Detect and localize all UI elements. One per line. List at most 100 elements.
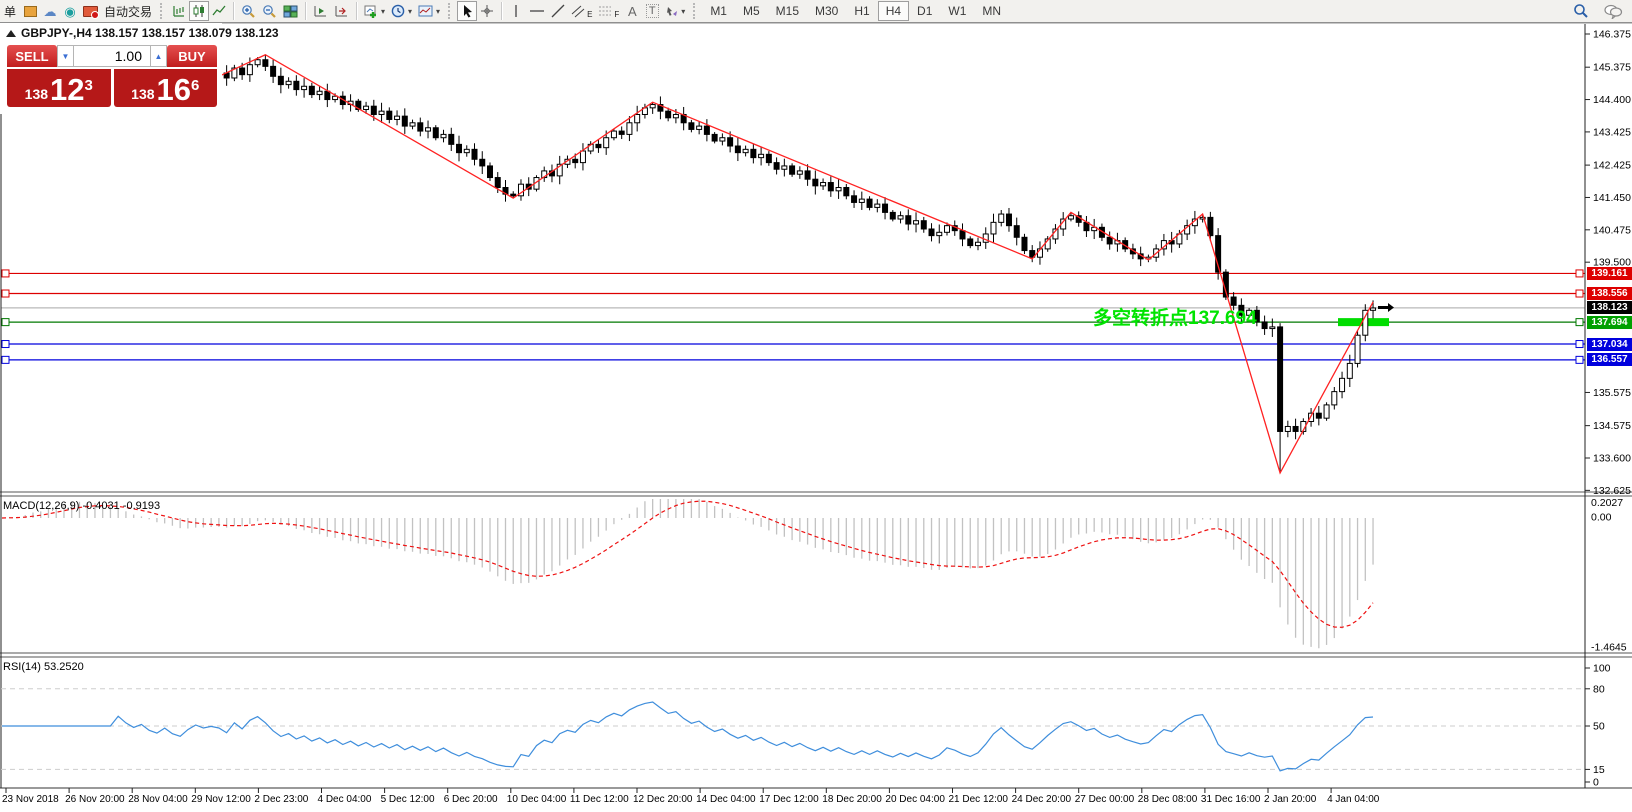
price-tick-label: 135.575 [1593,387,1631,399]
market-icon[interactable] [80,1,101,21]
timeframe-d1-button[interactable]: D1 [917,4,933,18]
price-tick-label: 142.425 [1593,160,1631,172]
chart-title: GBPJPY-,H4 138.157 138.157 138.079 138.1… [6,26,279,40]
trendline-tool[interactable] [548,1,568,21]
volume-increase-button[interactable]: ▲ [150,45,167,67]
price-tick-label: 144.400 [1593,94,1631,106]
fibo-letter: F [614,9,620,19]
price-badge-136.557: 136.557 [1587,353,1632,367]
time-label: 12 Dec 20:00 [633,794,693,805]
vertical-line-tool[interactable] [506,1,526,21]
price-tick-label: 134.575 [1593,420,1631,432]
zoom-out-icon[interactable] [259,1,280,21]
toolbar-drag-handle[interactable] [693,3,699,19]
timeframe-mn-button[interactable]: MN [982,4,1002,18]
macd-label: MACD(12,26,9) -0.4031 -0.9193 [3,500,161,512]
horizontal-line-tool[interactable] [526,1,548,21]
chart-shift-icon[interactable] [331,1,352,21]
buy-price-point: 6 [191,77,200,94]
new-order-icon[interactable] [20,1,40,21]
price-tick-label: 132.625 [1593,485,1631,497]
chevron-down-icon: ▾ [381,6,386,16]
time-label: 11 Dec 12:00 [569,794,629,805]
rsi-axis-label: 0 [1593,777,1599,789]
toolbar-drag-handle[interactable] [160,3,166,19]
fibonacci-tool[interactable]: F [595,1,622,21]
timeframe-h1-button[interactable]: H1 [854,4,870,18]
zoom-in-icon[interactable] [238,1,259,21]
macd-axis-label: 0.00 [1591,512,1612,524]
bar-chart-icon[interactable] [169,1,189,21]
buy-button[interactable]: BUY [167,45,217,67]
line-anchor[interactable] [1,355,10,364]
autotrading-button[interactable]: 自动交易 [101,1,155,21]
search-icon[interactable] [1570,1,1592,21]
text-label-tool[interactable]: T [642,1,662,21]
line-anchor[interactable] [1575,269,1584,278]
templates-button[interactable]: ▾ [415,1,443,21]
volume-decrease-button[interactable]: ▼ [57,45,74,67]
line-anchor[interactable] [1575,318,1584,327]
equidistant-channel-tool[interactable]: E [568,1,595,21]
time-label: 17 Dec 12:00 [759,794,819,805]
text-tool[interactable]: A [627,3,637,19]
line-anchor[interactable] [1,269,10,278]
channel-letter: E [587,9,593,19]
time-label: 18 Dec 20:00 [822,794,882,805]
line-anchor[interactable] [1575,340,1584,349]
new-chart-button[interactable]: ▾ [361,1,388,21]
price-tick-label: 140.475 [1593,224,1631,236]
tile-windows-icon[interactable] [280,1,301,21]
crosshair-tool[interactable] [477,1,497,21]
time-label: 28 Nov 04:00 [128,794,188,805]
time-label: 10 Dec 04:00 [506,794,567,805]
price-badge-138.123: 138.123 [1587,301,1632,315]
arrows-tool[interactable]: ▾ [662,1,688,21]
line-chart-icon[interactable] [209,1,229,21]
toolbar-drag-handle[interactable] [448,3,454,19]
line-anchor[interactable] [1,318,10,327]
time-label: 27 Dec 00:00 [1074,794,1135,805]
sell-price-button[interactable]: 138 12 3 [7,69,111,107]
turning-point-annotation[interactable]: 多空转折点137.694 [1093,308,1257,329]
time-label: 24 Dec 20:00 [1011,794,1072,805]
chat-icon[interactable] [1600,1,1626,21]
sell-price-figure: 138 [24,86,49,102]
collapse-trade-panel-icon[interactable] [6,29,16,37]
sell-button[interactable]: SELL [7,45,57,67]
timeframe-m1-button[interactable]: M1 [710,4,727,18]
timeframe-h4-button[interactable]: H4 [877,1,910,21]
line-anchor[interactable] [1,340,10,349]
buy-price-button[interactable]: 138 16 6 [113,69,217,107]
rsi-axis-label: 100 [1593,663,1611,675]
signals-icon[interactable]: ◉ [64,3,76,19]
order-text-fragment[interactable]: 单 [0,1,20,21]
community-icon[interactable]: ☁ [43,3,57,19]
line-anchor[interactable] [1575,355,1584,364]
symbol-ohlc-text: GBPJPY-,H4 138.157 138.157 138.079 138.1… [21,26,279,40]
price-tick-label: 133.600 [1593,453,1631,465]
time-label: 5 Dec 12:00 [380,794,435,805]
timeframe-m5-button[interactable]: M5 [742,4,760,18]
line-anchor[interactable] [1575,289,1584,298]
zigzag-line[interactable] [218,54,1374,475]
rsi-axis-label: 50 [1593,721,1605,733]
auto-scroll-icon[interactable] [310,1,331,21]
price-badge-137.034: 137.034 [1587,337,1632,351]
timeframe-w1-button[interactable]: W1 [948,4,967,18]
cursor-tool[interactable] [457,1,478,21]
price-badge-139.161: 139.161 [1587,266,1632,280]
timeframe-m30-button[interactable]: M30 [815,4,839,18]
periods-clock-button[interactable]: ▾ [388,1,415,21]
price-badge-137.694: 137.694 [1587,315,1632,329]
line-anchor[interactable] [1,289,10,298]
buy-price-pips: 16 [156,72,191,107]
volume-input[interactable]: 1.00 [74,45,150,67]
timeframe-m15-button[interactable]: M15 [775,4,799,18]
time-label: 20 Dec 04:00 [885,794,945,805]
candlestick-chart-icon[interactable] [189,1,210,21]
sell-price-point: 3 [84,77,93,94]
order-label: 单 [3,4,16,19]
